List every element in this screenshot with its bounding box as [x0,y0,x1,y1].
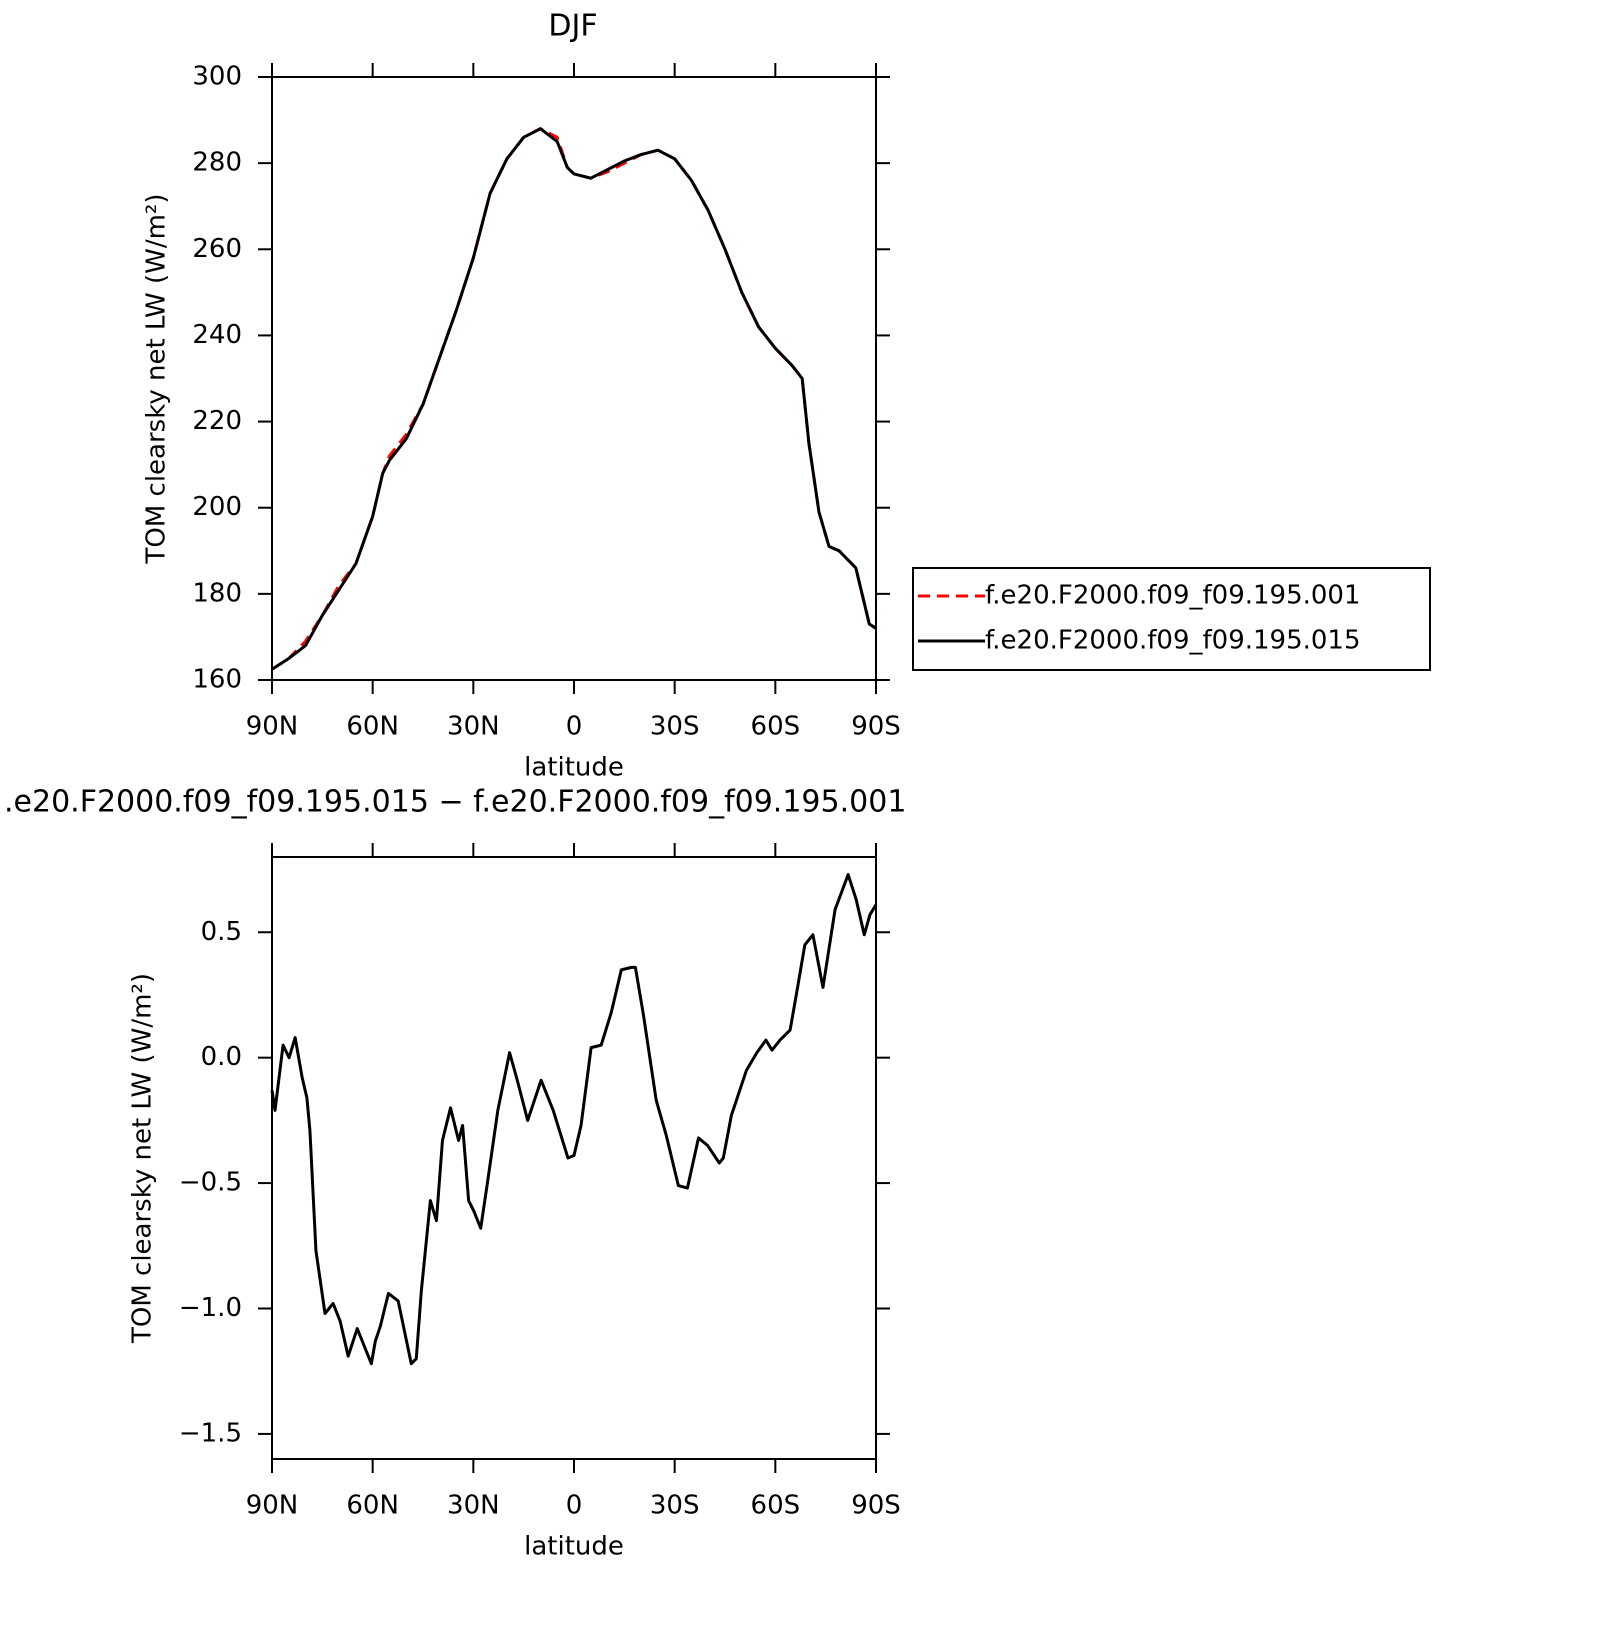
y-tick-label: 180 [192,578,242,608]
legend-label: f.e20.F2000.f09_f09.195.015 [985,626,1361,656]
data-line [271,127,877,671]
plot-frame [271,856,877,1460]
x-tick-label: 0 [566,1491,583,1521]
x-tick-label: 60S [751,1491,801,1521]
y-tick-label: 0.5 [201,917,242,947]
chart-title: DJF [548,9,597,44]
y-axis-label: TOM clearsky net LW (W/m²) [128,973,158,1344]
y-axis-label: TOM clearsky net LW (W/m²) [142,193,172,564]
y-tick-label: 0.0 [201,1042,242,1072]
y-tick-label: 260 [192,234,242,264]
legend-box [912,567,1431,671]
x-tick-label: 60S [751,712,801,742]
plot-frame [271,76,877,681]
y-tick-label: −0.5 [179,1168,242,1198]
y-tick-label: 300 [192,62,242,92]
y-tick-label: −1.5 [179,1418,242,1448]
x-tick-label: 60N [346,1491,399,1521]
legend-label: f.e20.F2000.f09_f09.195.001 [985,581,1361,611]
x-tick-label: 90S [851,712,901,742]
y-tick-label: 220 [192,406,242,436]
x-tick-label: 60N [346,712,399,742]
x-tick-label: 90N [246,1491,299,1521]
x-tick-label: 30S [650,712,700,742]
chart-title: .e20.F2000.f09_f09.195.015 − f.e20.F2000… [4,785,906,820]
y-tick-label: 160 [192,665,242,695]
y-tick-label: 280 [192,148,242,178]
x-tick-label: 30N [447,1491,500,1521]
x-tick-label: 0 [566,712,583,742]
x-tick-label: 30N [447,712,500,742]
x-tick-label: 90N [246,712,299,742]
x-tick-label: 30S [650,1491,700,1521]
x-axis-label: latitude [524,753,624,783]
y-tick-label: 240 [192,320,242,350]
data-line [270,873,878,1366]
data-line [271,127,877,671]
y-tick-label: −1.0 [179,1293,242,1323]
x-tick-label: 90S [851,1491,901,1521]
y-tick-label: 200 [192,492,242,522]
x-axis-label: latitude [524,1532,624,1562]
